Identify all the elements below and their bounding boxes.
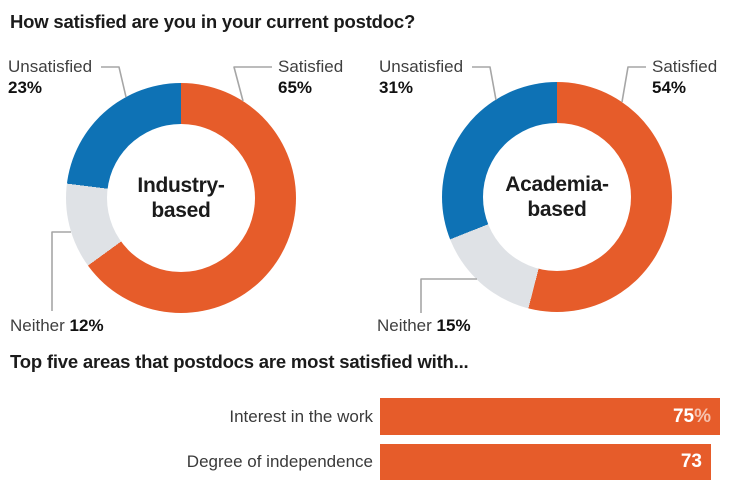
callout-unsatisfied-academia: Unsatisfied 31% — [379, 56, 463, 98]
callout-unsatisfied-industry: Unsatisfied 23% — [8, 56, 92, 98]
callout-satisfied-academia: Satisfied 54% — [652, 56, 717, 98]
callout-value: 31% — [379, 78, 414, 97]
callout-neither-industry: Neither 12% — [10, 316, 104, 336]
bar-value-number: 75 — [672, 405, 695, 427]
callout-label: Satisfied — [652, 57, 718, 76]
donut-chart-industry: Industry- based — [66, 83, 296, 313]
callout-label: Unsatisfied — [379, 57, 464, 76]
callout-value: 23% — [8, 78, 43, 97]
leader-line-satisfied-academia — [621, 66, 646, 103]
donut-chart-academia: Academia- based — [442, 82, 672, 312]
donut-hole: Industry- based — [107, 124, 255, 272]
donut-center-line1: Industry- — [137, 174, 225, 197]
callout-label: Unsatisfied — [8, 57, 93, 76]
bar-value-number: 73 — [680, 451, 702, 472]
leader-line-neither-academia — [420, 278, 477, 313]
donut-center-label-industry: Industry- based — [137, 173, 224, 223]
leader-line-neither-industry — [51, 231, 71, 311]
callout-label: Satisfied — [278, 57, 344, 76]
bar-label-independence: Degree of independence — [186, 452, 373, 471]
callout-label: Neither — [377, 316, 432, 335]
section-title-bars: Top five areas that postdocs are most sa… — [10, 351, 469, 372]
leader-line-unsatisfied-industry — [101, 66, 127, 98]
bar-value: 75% — [673, 406, 711, 428]
bar-label-interest: Interest in the work — [229, 406, 373, 426]
donut-hole: Academia- based — [483, 123, 631, 271]
donut-center-line1: Academia- — [505, 173, 609, 196]
page-title: How satisfied are you in your current po… — [10, 11, 416, 32]
donut-center-line2: based — [527, 198, 587, 221]
donut-center-line2: based — [151, 199, 211, 222]
callout-satisfied-industry: Satisfied 65% — [278, 56, 343, 98]
bar-independence: 73 — [380, 444, 711, 480]
callout-label: Neither — [10, 316, 65, 335]
donut-center-label-academia: Academia- based — [505, 172, 609, 222]
callout-value: 15% — [436, 316, 471, 335]
leader-line-unsatisfied-academia — [472, 66, 497, 101]
bar-interest: 75% — [380, 398, 720, 435]
bar-value-suffix: % — [694, 405, 711, 427]
callout-value: 12% — [69, 316, 104, 335]
callout-value: 54% — [652, 78, 687, 97]
bar-value: 73 — [681, 451, 702, 473]
callout-value: 65% — [278, 78, 313, 97]
leader-line-satisfied-industry — [233, 66, 272, 102]
callout-neither-academia: Neither 15% — [377, 316, 471, 336]
